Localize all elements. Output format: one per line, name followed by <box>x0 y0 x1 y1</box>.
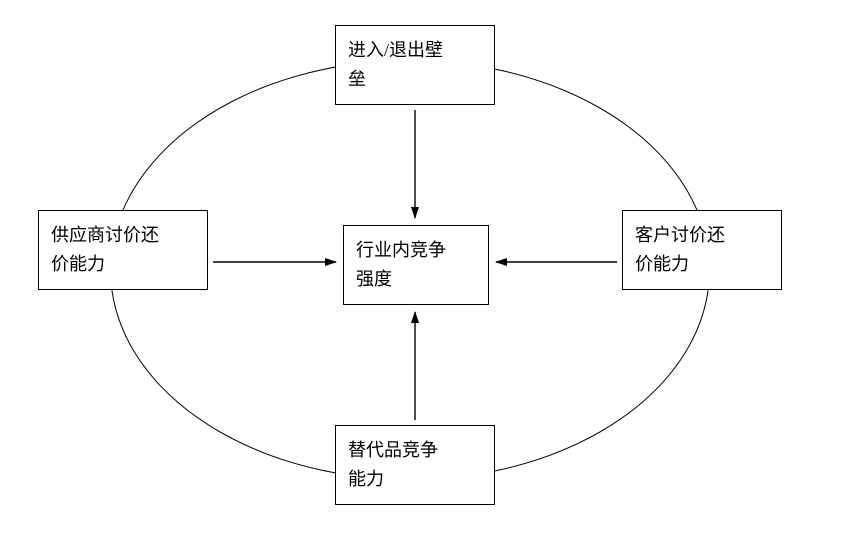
node-bottom-line1: 替代品竞争 <box>348 440 438 460</box>
node-right: 客户讨价还 价能力 <box>622 210 782 290</box>
node-center-line1: 行业内竞争 <box>356 240 446 260</box>
node-right-line1: 客户讨价还 <box>635 225 725 245</box>
node-left-line1: 供应商讨价还 <box>51 225 159 245</box>
diagram-canvas: 进入/退出壁 垒 行业内竞争 强度 供应商讨价还 价能力 客户讨价还 价能力 替… <box>0 0 841 551</box>
node-top: 进入/退出壁 垒 <box>335 25 495 105</box>
node-bottom: 替代品竞争 能力 <box>335 425 495 505</box>
node-left: 供应商讨价还 价能力 <box>38 210 208 290</box>
node-top-line2: 垒 <box>348 69 366 89</box>
node-right-line2: 价能力 <box>635 254 689 274</box>
node-center-line2: 强度 <box>356 269 392 289</box>
node-center: 行业内竞争 强度 <box>343 225 489 305</box>
node-left-line2: 价能力 <box>51 254 105 274</box>
node-top-line1: 进入/退出壁 <box>348 40 443 60</box>
node-bottom-line2: 能力 <box>348 469 384 489</box>
